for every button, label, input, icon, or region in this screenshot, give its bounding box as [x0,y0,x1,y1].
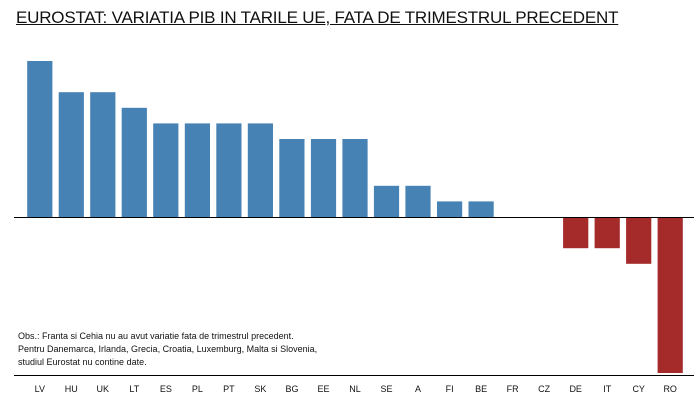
tick-label-cz: CZ [538,384,550,394]
tick-label-sk: SK [254,384,266,394]
bar-de [563,217,589,249]
tick-label-a: A [415,384,421,394]
chart-title: EUROSTAT: VARIATIA PIB IN TARILE UE, FAT… [16,8,619,27]
note-line: Pentru Danemarca, Irlanda, Grecia, Croat… [18,344,318,354]
bar-se [373,185,400,217]
tick-label-it: IT [603,384,612,394]
bar-cy [626,217,652,264]
tick-label-bg: BG [285,384,298,394]
note-line: studiul Eurostat nu contine date. [18,357,147,367]
bar-fi [437,201,463,217]
tick-label-fi: FI [446,384,454,394]
tick-label-fr: FR [507,384,519,394]
bar-ee [310,139,337,217]
tick-label-se: SE [380,384,392,394]
tick-label-uk: UK [97,384,110,394]
tick-label-lv: LV [35,384,45,394]
tick-label-ro: RO [663,384,677,394]
bars-group [27,61,683,373]
bar-hu [58,92,84,217]
bar-pl [184,123,210,217]
tick-label-hu: HU [65,384,78,394]
tick-label-de: DE [569,384,582,394]
bar-nl [342,139,368,217]
tick-label-es: ES [160,384,172,394]
bar-uk [90,92,116,217]
tick-label-be: BE [475,384,487,394]
bar-it [594,217,620,249]
tick-label-pl: PL [192,384,203,394]
tick-label-ee: EE [317,384,329,394]
bar-bg [279,139,305,217]
tick-label-nl: NL [349,384,361,394]
bar-lt [121,107,147,217]
bar-ro [657,217,683,373]
tick-label-pt: PT [223,384,235,394]
tick-labels-group: LV HU UK LT ES PL PT SK BG EE NL SE A FI BE FR CZ DE IT CY R… [35,384,677,394]
bar-a [405,185,431,217]
tick-label-lt: LT [129,384,139,394]
bar-lv [27,61,53,217]
tick-label-cy: CY [632,384,645,394]
chart-note: Obs.: Franta si Cehia nu au avut variati… [18,330,317,369]
bar-be [468,201,494,217]
bar-pt [216,123,242,217]
note-line: Obs.: Franta si Cehia nu au avut variati… [18,331,294,341]
bar-es [153,123,179,217]
bar-sk [247,123,273,217]
